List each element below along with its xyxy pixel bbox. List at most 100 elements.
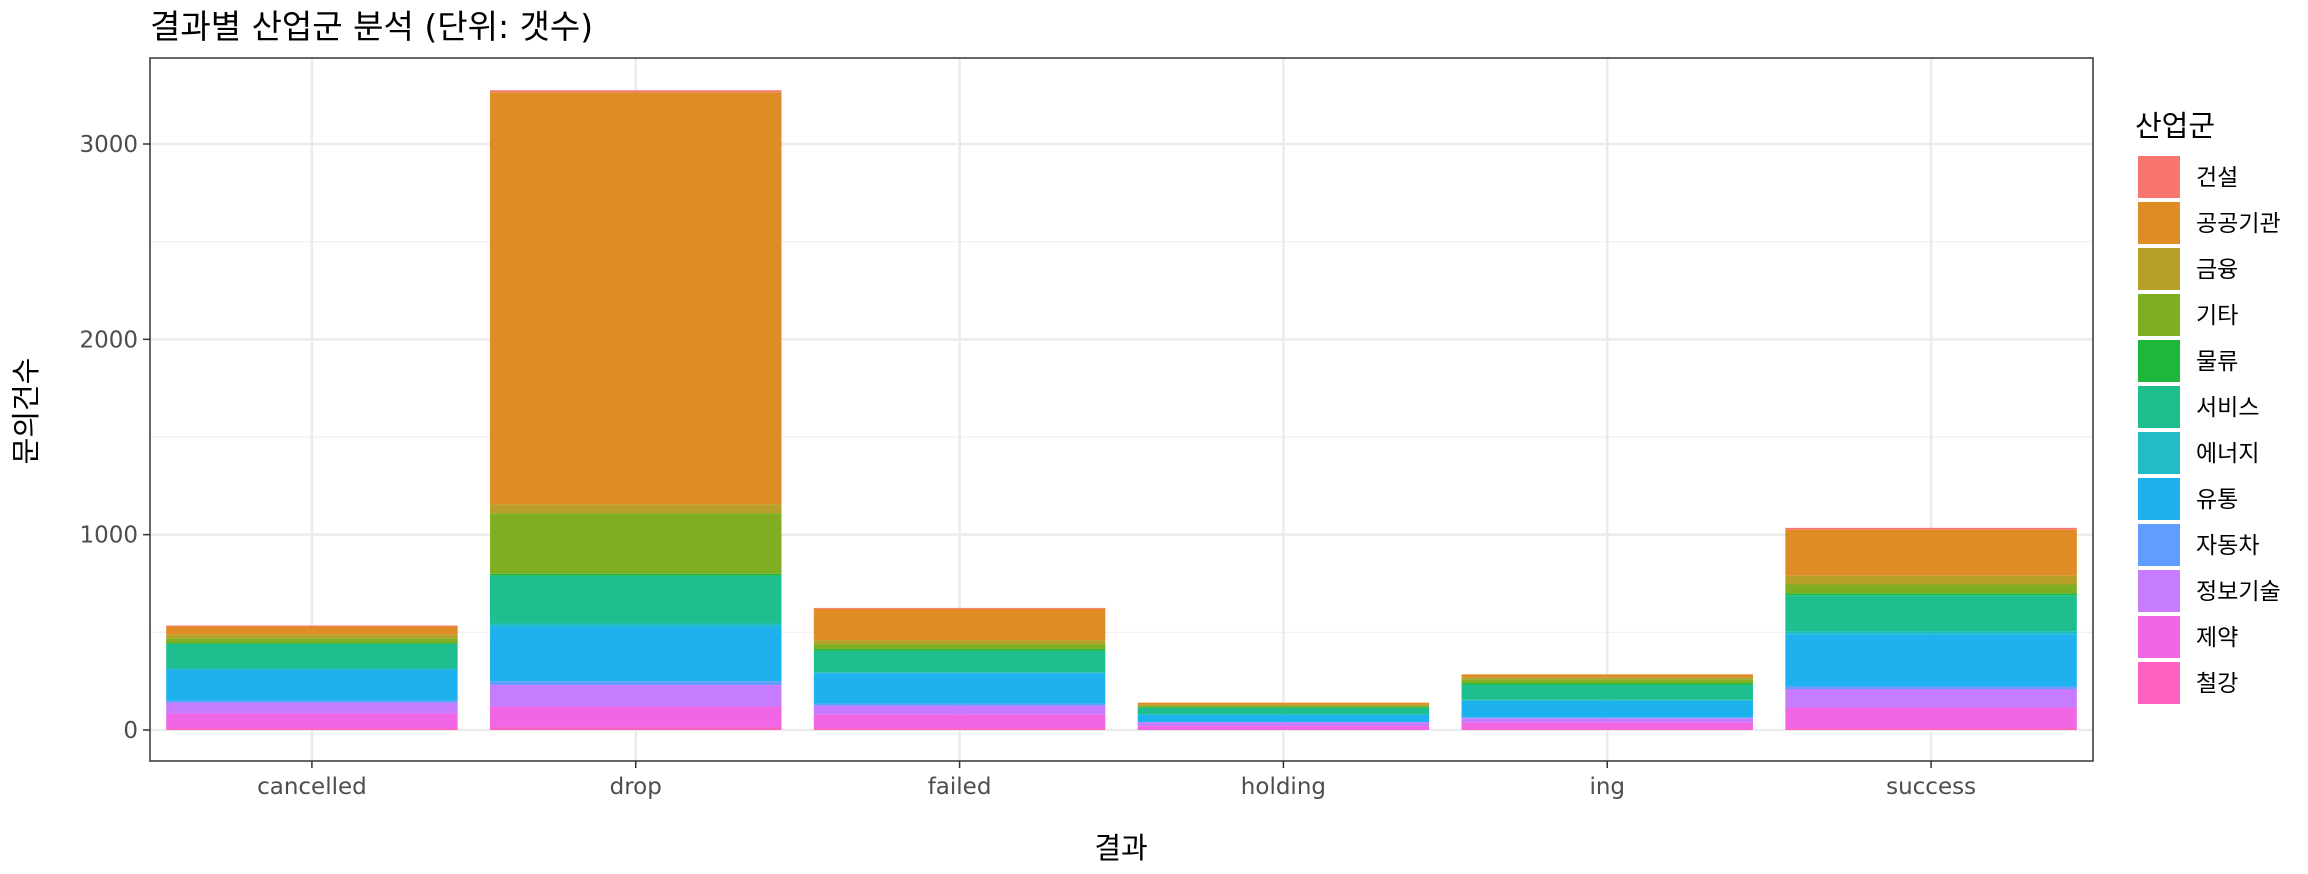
legend-label: 정보기술 bbox=[2196, 579, 2281, 605]
legend-key bbox=[2138, 340, 2180, 382]
legend-key bbox=[2138, 478, 2180, 520]
bar-segment bbox=[166, 643, 458, 645]
y-tick-label: 0 bbox=[123, 718, 138, 744]
bar-segment bbox=[813, 607, 1106, 609]
bar-segment bbox=[166, 638, 458, 644]
bar-segment bbox=[813, 672, 1106, 674]
chart-title: 결과별 산업군 분석 (단위: 갯수) bbox=[150, 7, 593, 46]
x-tick-label: cancelled bbox=[257, 774, 367, 800]
bar-segment bbox=[1461, 674, 1753, 678]
bar-segment bbox=[1137, 722, 1430, 727]
bar-segment bbox=[166, 713, 458, 729]
legend-label: 철강 bbox=[2196, 671, 2238, 697]
bar-segment bbox=[813, 650, 1106, 673]
x-tick-label: ing bbox=[1589, 774, 1625, 800]
bar-segment bbox=[813, 705, 1106, 715]
panel-border bbox=[149, 57, 2094, 762]
bar-segment bbox=[1137, 705, 1430, 708]
bar-segment bbox=[1461, 677, 1753, 680]
bar-segment bbox=[1785, 634, 2077, 687]
bar-segment bbox=[1137, 714, 1430, 723]
bar-segment bbox=[166, 700, 458, 703]
bar-segment bbox=[813, 728, 1106, 730]
bar-segment bbox=[1785, 527, 2077, 530]
legend-key bbox=[2138, 662, 2180, 704]
legend-key bbox=[2138, 248, 2180, 290]
legend-label: 물류 bbox=[2196, 349, 2238, 375]
plot-panel: 0 1000 2000 3000 cancelled drop failed holding i… bbox=[79, 57, 2094, 800]
bar-segment bbox=[1461, 683, 1753, 686]
bar-segment bbox=[490, 727, 782, 730]
bar-segment bbox=[1461, 729, 1753, 730]
bar-segment bbox=[1785, 631, 2077, 635]
bar-segment bbox=[166, 669, 458, 701]
bar-segment bbox=[166, 625, 458, 627]
bar-segment bbox=[813, 673, 1106, 704]
legend-key bbox=[2138, 616, 2180, 658]
bar-segment bbox=[490, 626, 782, 682]
legend-key bbox=[2138, 202, 2180, 244]
legend-key bbox=[2138, 294, 2180, 336]
legend-label: 자동차 bbox=[2196, 533, 2259, 559]
bar-segment bbox=[813, 648, 1106, 651]
legend-key bbox=[2138, 386, 2180, 428]
bar-segment bbox=[1785, 575, 2077, 585]
bar-segment bbox=[1785, 707, 2077, 729]
bar-segment bbox=[813, 608, 1106, 641]
x-tick-label: success bbox=[1886, 774, 1976, 800]
legend-label: 제약 bbox=[2196, 625, 2238, 651]
legend-label: 건설 bbox=[2196, 165, 2238, 191]
legend-key bbox=[2138, 524, 2180, 566]
bar-segment bbox=[1461, 722, 1753, 730]
legend-label: 공공기관 bbox=[2196, 211, 2281, 237]
bar-segment bbox=[1137, 702, 1430, 705]
x-axis-title: 결과 bbox=[1094, 831, 1147, 865]
legend-key bbox=[2138, 156, 2180, 198]
bar-segment bbox=[1461, 699, 1753, 701]
bar-segment bbox=[490, 573, 782, 576]
bar-segment bbox=[490, 513, 782, 574]
bar-segment bbox=[1137, 726, 1430, 730]
bar-segment bbox=[490, 92, 782, 505]
y-axis-title: 문의건수 bbox=[9, 358, 43, 465]
bar-segment bbox=[490, 623, 782, 627]
bar-segment bbox=[490, 504, 782, 514]
legend-label: 에너지 bbox=[2196, 441, 2259, 467]
y-tick-label: 2000 bbox=[79, 327, 138, 353]
bar-segment bbox=[1785, 593, 2077, 596]
bar-segment bbox=[490, 685, 782, 707]
bar-segment bbox=[1461, 679, 1753, 684]
bar-segment bbox=[813, 714, 1106, 729]
legend-key bbox=[2138, 570, 2180, 612]
bar-segment bbox=[1785, 584, 2077, 594]
bar-segment bbox=[1461, 685, 1753, 700]
x-tick-label: drop bbox=[610, 774, 662, 800]
bar-segment bbox=[1461, 700, 1753, 718]
bar-segment bbox=[490, 681, 782, 686]
bar-segment bbox=[1785, 728, 2077, 730]
legend-label: 서비스 bbox=[2196, 395, 2259, 421]
bar-segment bbox=[1785, 529, 2077, 576]
bar-segment bbox=[1137, 704, 1430, 706]
legend-label: 유통 bbox=[2196, 487, 2238, 513]
bar-segment bbox=[166, 702, 458, 714]
y-tick-label: 1000 bbox=[79, 523, 138, 549]
bar-segment bbox=[166, 634, 458, 639]
panel-background bbox=[150, 58, 2093, 761]
bar-segment bbox=[813, 640, 1106, 645]
bar-segment bbox=[1785, 688, 2077, 708]
bar-segment bbox=[1137, 707, 1430, 715]
bar-segment bbox=[1461, 718, 1753, 723]
legend-label: 금융 bbox=[2196, 257, 2238, 283]
bar-segment bbox=[1785, 595, 2077, 632]
bar-segment bbox=[166, 728, 458, 730]
bar-segment bbox=[490, 575, 782, 624]
legend-label: 기타 bbox=[2196, 303, 2238, 329]
bar-segment bbox=[490, 90, 782, 93]
bar-segment bbox=[813, 703, 1106, 706]
bar-segment bbox=[1461, 717, 1753, 719]
legend-title: 산업군 bbox=[2135, 109, 2215, 143]
